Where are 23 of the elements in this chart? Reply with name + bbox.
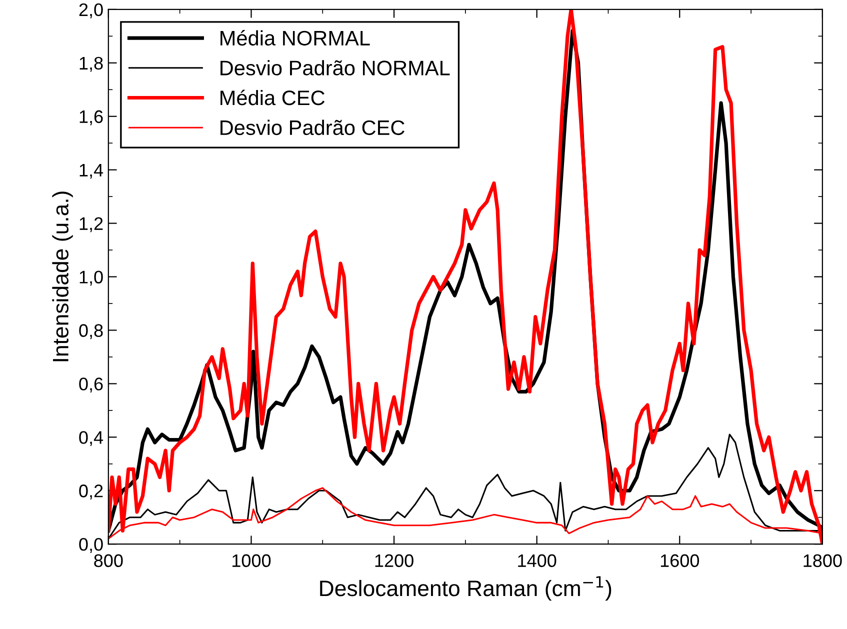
x-tick-label: 1800 xyxy=(804,554,842,568)
x-tick-label: 800 xyxy=(94,554,123,568)
y-tick-label: 0,0 xyxy=(79,538,103,553)
y-tick-label: 1,6 xyxy=(80,110,103,126)
legend-label: Desvio Padrão CEC xyxy=(220,120,404,136)
x-tick-label: 1600 xyxy=(660,554,700,568)
x-axis-title: Deslocamento Raman (cm$^{−1}$) xyxy=(320,576,612,601)
legend-label: Desvio Padrão NORMAL xyxy=(220,60,450,76)
legend-label: Média NORMAL xyxy=(220,30,370,46)
y-tick-label: 1,0 xyxy=(80,270,103,286)
x-tick-label: 1400 xyxy=(518,554,556,568)
y-tick-label: 0,2 xyxy=(79,484,103,500)
y-tick-label: 1,4 xyxy=(80,164,104,179)
y-tick-label: 2,0 xyxy=(79,3,103,18)
legend-label: Média CEC xyxy=(220,90,325,106)
y-axis-title: Intensidade (u.a.) xyxy=(52,192,73,362)
y-tick-label: 0,6 xyxy=(79,378,103,393)
y-tick-label: 1,2 xyxy=(80,217,103,232)
y-tick-label: 0,8 xyxy=(79,324,103,340)
x-tick-label: 1200 xyxy=(375,554,414,568)
y-tick-label: 1,8 xyxy=(80,56,103,72)
x-tick-label: 1000 xyxy=(232,554,271,568)
y-tick-label: 0,4 xyxy=(79,431,104,446)
